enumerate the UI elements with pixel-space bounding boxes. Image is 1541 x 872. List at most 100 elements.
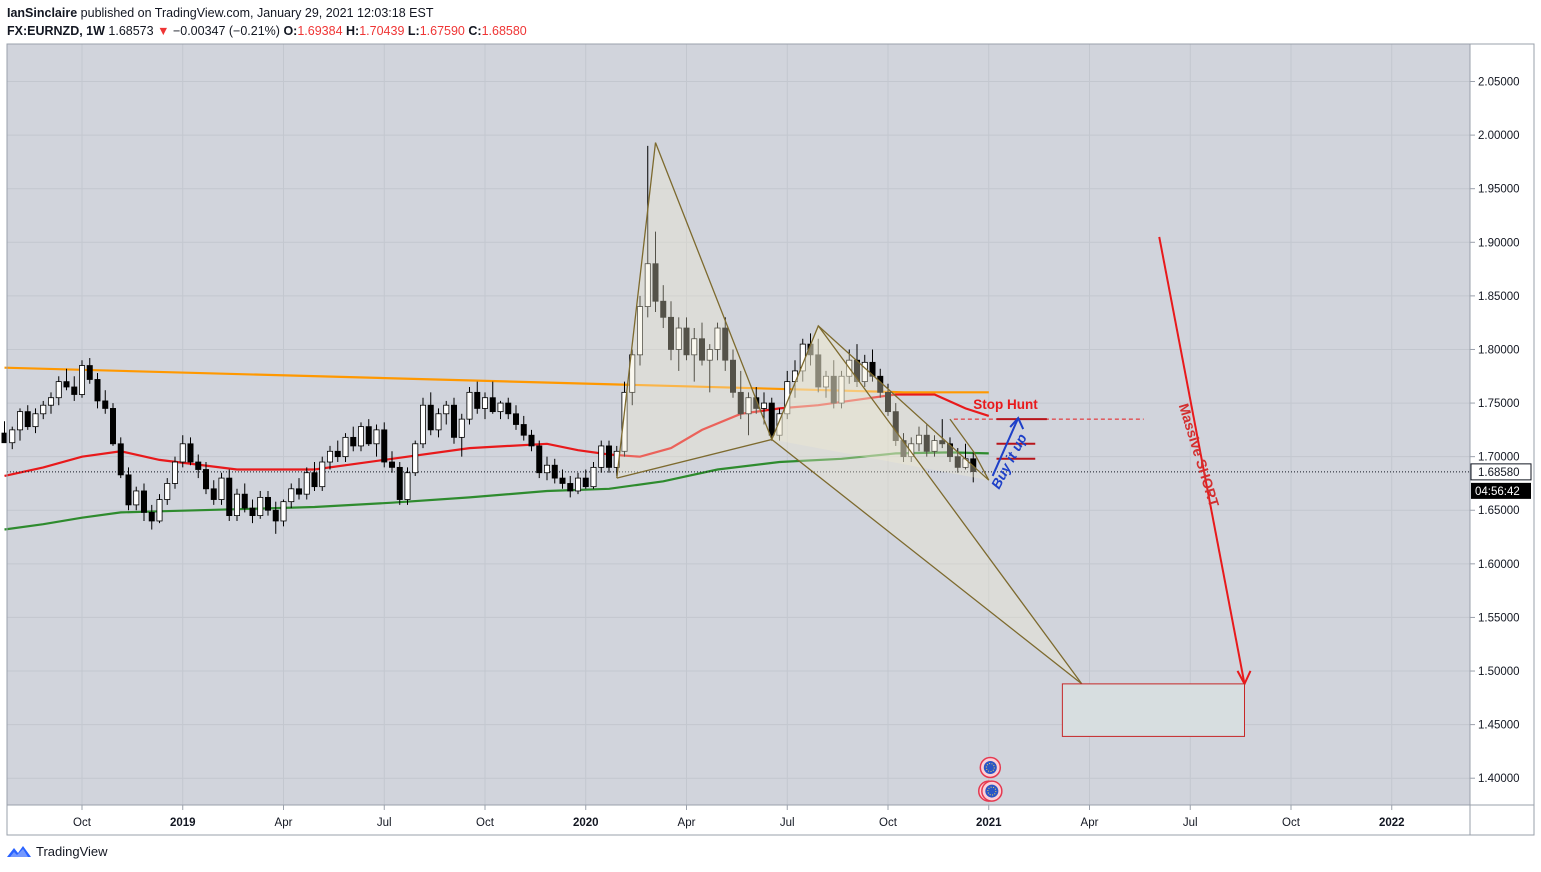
candle-down	[71, 386, 78, 395]
time-tick-label: Oct	[879, 817, 898, 829]
candle-up	[466, 391, 473, 420]
candle-down	[815, 354, 822, 388]
candle-up	[497, 402, 504, 413]
pattern-projection-fill	[771, 325, 1082, 684]
candle-down	[559, 477, 566, 484]
candle-down	[528, 434, 535, 447]
candle-down	[722, 327, 729, 361]
price-tick-label: 1.50000	[1478, 666, 1520, 678]
time-tick-label: Apr	[678, 817, 696, 829]
footer-brand[interactable]: TradingView	[7, 844, 108, 859]
time-tick-label: 2021	[976, 817, 1002, 829]
candle-down	[450, 404, 457, 438]
candle-down	[892, 411, 899, 441]
candle-up	[218, 477, 225, 500]
low-label: L:	[407, 24, 420, 38]
candle-down	[195, 461, 202, 470]
candle-up	[233, 493, 240, 517]
ma-orange-line	[4, 366, 989, 394]
eu-flag-icon[interactable]	[983, 760, 997, 774]
candle-down	[350, 436, 357, 447]
candle-down	[970, 458, 977, 473]
candle-up	[419, 404, 426, 445]
candle-up	[776, 413, 783, 436]
candle-up	[637, 306, 644, 356]
time-tick-label: Oct	[476, 817, 495, 829]
candle-down	[474, 391, 481, 409]
candle-down	[869, 361, 876, 377]
candle-down	[737, 391, 744, 415]
candle-down	[94, 379, 101, 402]
price-tick-label: 1.85000	[1478, 291, 1520, 303]
candle-down	[683, 327, 690, 356]
close-value: 1.68580	[481, 24, 527, 38]
plot-area[interactable]	[7, 44, 1470, 805]
candle-up	[714, 327, 721, 350]
candle-down	[582, 477, 589, 488]
candle-down	[513, 413, 520, 425]
target-zone-box[interactable]	[1061, 683, 1245, 737]
candle-down	[606, 445, 613, 468]
candle-up	[644, 263, 651, 307]
price-tick-label: 1.75000	[1478, 398, 1520, 410]
candle-up	[629, 354, 636, 393]
candle-up	[288, 488, 295, 503]
candle-up	[342, 436, 349, 458]
author-name[interactable]: IanSinclaire	[7, 6, 78, 20]
candle-up	[481, 397, 488, 409]
candle-down	[536, 445, 543, 474]
eu-stars-icon	[987, 786, 997, 796]
candle-down	[551, 464, 558, 479]
candle-up	[79, 365, 86, 395]
candle-down	[311, 472, 318, 488]
price-axis-area[interactable]	[1470, 44, 1534, 835]
candle-up	[838, 375, 845, 404]
candle-down	[885, 391, 892, 413]
candle-down	[730, 359, 737, 393]
high-value: 1.70439	[359, 24, 405, 38]
candle-up	[133, 490, 140, 506]
price-tick-label: 1.95000	[1478, 184, 1520, 196]
pattern-overlay	[616, 142, 1083, 685]
time-tick-label: Oct	[1282, 817, 1301, 829]
candle-up	[544, 464, 551, 474]
time-tick-label: Oct	[73, 817, 92, 829]
countdown-tag	[1471, 482, 1531, 499]
candle-up	[706, 349, 713, 361]
candle-up	[32, 413, 39, 428]
eu-stars-icon	[985, 762, 995, 772]
candle-down	[110, 408, 117, 445]
candle-down	[489, 397, 496, 413]
candle-down	[140, 490, 147, 513]
candle-up	[326, 450, 333, 463]
eu-flag-icon[interactable]	[985, 784, 999, 798]
candle-down	[86, 365, 93, 380]
candle-down	[668, 316, 675, 350]
candle-up	[257, 496, 264, 517]
candle-up	[404, 472, 411, 500]
candle-down	[923, 434, 930, 452]
ma-green-line	[4, 451, 989, 531]
candle-up	[621, 391, 628, 452]
brand-name: TradingView	[36, 844, 108, 859]
candle-down	[117, 443, 124, 476]
pattern-line-1	[616, 438, 1083, 685]
candle-up	[373, 429, 380, 445]
last-price: 1.68573	[108, 24, 154, 38]
candle-up	[823, 375, 830, 388]
open-label: O:	[283, 24, 298, 38]
candle-up	[916, 434, 923, 445]
price-axis[interactable]: 2.05000 2.00000 1.95000 1.90000 1.85000 1.800…	[1470, 77, 1520, 786]
price-tags: 1.68580 04:56:42	[1470, 463, 1532, 499]
time-tick-label: 2020	[573, 817, 599, 829]
candle-up	[908, 443, 915, 458]
time-axis-area[interactable]	[7, 805, 1470, 835]
candle-up	[179, 443, 186, 463]
time-axis[interactable]: Oct 2019 Apr Jul Oct 2020 Apr Jul Oct 2021 Apr Jul O…	[73, 805, 1405, 829]
candle-up	[40, 404, 47, 415]
price-tick-label: 1.60000	[1478, 559, 1520, 571]
candle-down	[427, 404, 434, 431]
candle-down	[939, 440, 946, 445]
buy-arrow-shaft	[991, 417, 1020, 477]
